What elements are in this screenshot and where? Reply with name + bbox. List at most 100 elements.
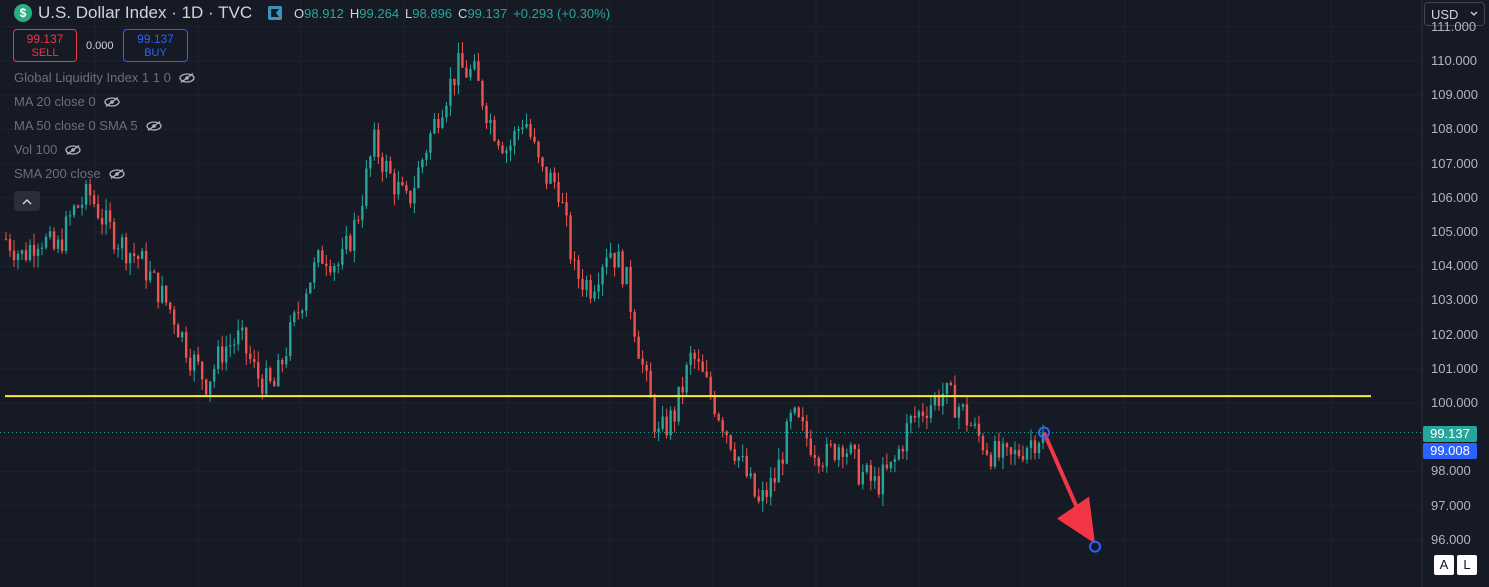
candle-body <box>701 361 704 372</box>
candle-body <box>653 397 656 433</box>
candle-body <box>184 332 188 358</box>
candle-body <box>1001 443 1005 458</box>
candle-body <box>136 256 140 259</box>
candle-body <box>329 266 332 273</box>
candle-body <box>861 472 865 485</box>
candle-body <box>929 405 933 418</box>
candle-body <box>709 376 712 396</box>
log-scale-button[interactable]: L <box>1457 555 1477 575</box>
candle-body <box>633 312 636 337</box>
open-value: 98.912 <box>304 6 344 21</box>
indicator-ma20[interactable]: MA 20 close 0 <box>14 94 120 109</box>
open-label: O <box>294 6 305 21</box>
indicator-ma50[interactable]: MA 50 close 0 SMA 5 <box>14 118 162 133</box>
candle-body <box>869 464 873 481</box>
candle-body <box>429 133 432 153</box>
projection-arrow-head <box>1057 496 1095 544</box>
eye-off-icon[interactable] <box>104 96 120 107</box>
candle-body <box>217 346 220 370</box>
auto-scale-button[interactable]: A <box>1434 555 1454 575</box>
indicator-label: Vol 100 <box>14 142 58 157</box>
candle-body <box>885 464 889 469</box>
candle-body <box>44 236 48 248</box>
candle-body <box>277 359 280 387</box>
indicator-sma200[interactable]: SMA 200 close <box>14 166 125 181</box>
price-tick-label: 110.000 <box>1431 53 1478 68</box>
candle-body <box>605 257 608 268</box>
currency-value: USD <box>1431 6 1459 22</box>
currency-select[interactable]: USD <box>1424 2 1485 26</box>
candle-body <box>521 127 524 130</box>
candle-body <box>917 411 921 418</box>
candle-body <box>809 438 812 456</box>
candle-body <box>12 250 16 260</box>
candle-body <box>204 379 208 395</box>
eye-off-icon[interactable] <box>109 168 125 179</box>
candle-body <box>377 129 380 158</box>
candle-body <box>48 231 52 237</box>
candle-body <box>477 61 480 81</box>
candle-body <box>405 185 408 191</box>
candle-body <box>116 248 120 250</box>
candle-body <box>777 459 780 483</box>
candle-body <box>1033 440 1037 454</box>
candle-body <box>100 218 104 225</box>
candle-body <box>877 476 881 495</box>
candle-body <box>156 272 160 303</box>
candle-body <box>801 416 804 422</box>
candle-body <box>981 435 985 451</box>
candle-body <box>781 459 784 464</box>
candle-body <box>108 210 112 223</box>
candle-body <box>369 156 372 169</box>
candle-body <box>413 187 416 204</box>
candle-body <box>457 52 460 86</box>
candle-body <box>921 411 925 416</box>
candle-body <box>273 381 276 387</box>
candle-body <box>385 160 388 172</box>
candle-body <box>697 359 700 362</box>
candle-body <box>757 496 760 502</box>
candle-body <box>573 259 576 261</box>
candle-body <box>893 459 897 462</box>
collapse-legend-button[interactable] <box>14 191 40 211</box>
candle-body <box>693 352 696 360</box>
indicator-vol[interactable]: Vol 100 <box>14 142 82 157</box>
candle-body <box>825 444 828 467</box>
indicator-global-liquidity[interactable]: Global Liquidity Index 1 1 0 <box>14 70 195 85</box>
candle-body <box>148 271 152 281</box>
candle-body <box>961 404 965 407</box>
candle-body <box>873 476 877 481</box>
candle-body <box>793 407 796 413</box>
candle-body <box>349 235 352 251</box>
candle-body <box>689 352 692 365</box>
candle-body <box>241 327 244 331</box>
candle-body <box>172 309 176 325</box>
eye-off-icon[interactable] <box>179 72 195 83</box>
candle-body <box>789 412 792 422</box>
candle-body <box>208 381 212 395</box>
eye-off-icon[interactable] <box>145 120 162 131</box>
symbol-title[interactable]: U.S. Dollar Index · 1D · TVC <box>38 3 253 22</box>
candle-body <box>305 293 308 311</box>
candle-body <box>545 166 548 184</box>
candle-body <box>889 461 893 469</box>
candle-body <box>513 130 516 146</box>
candle-body <box>104 210 108 225</box>
candle-body <box>657 428 660 433</box>
market-status-icon[interactable] <box>268 6 282 20</box>
candle-body <box>20 250 24 254</box>
buy-button[interactable]: 99.137 BUY <box>123 29 188 62</box>
candle-body <box>325 263 328 267</box>
candle-body <box>128 253 132 264</box>
candle-body <box>168 302 172 310</box>
candle-body <box>445 105 448 118</box>
candle-body <box>265 368 268 394</box>
candle-body <box>313 262 316 283</box>
candle-body <box>401 182 404 186</box>
sell-button[interactable]: 99.137 SELL <box>13 29 77 62</box>
eye-off-icon[interactable] <box>65 144 82 155</box>
candle-body <box>957 406 961 418</box>
candle-body <box>593 291 596 299</box>
price-tick-label: 106.000 <box>1431 189 1478 205</box>
